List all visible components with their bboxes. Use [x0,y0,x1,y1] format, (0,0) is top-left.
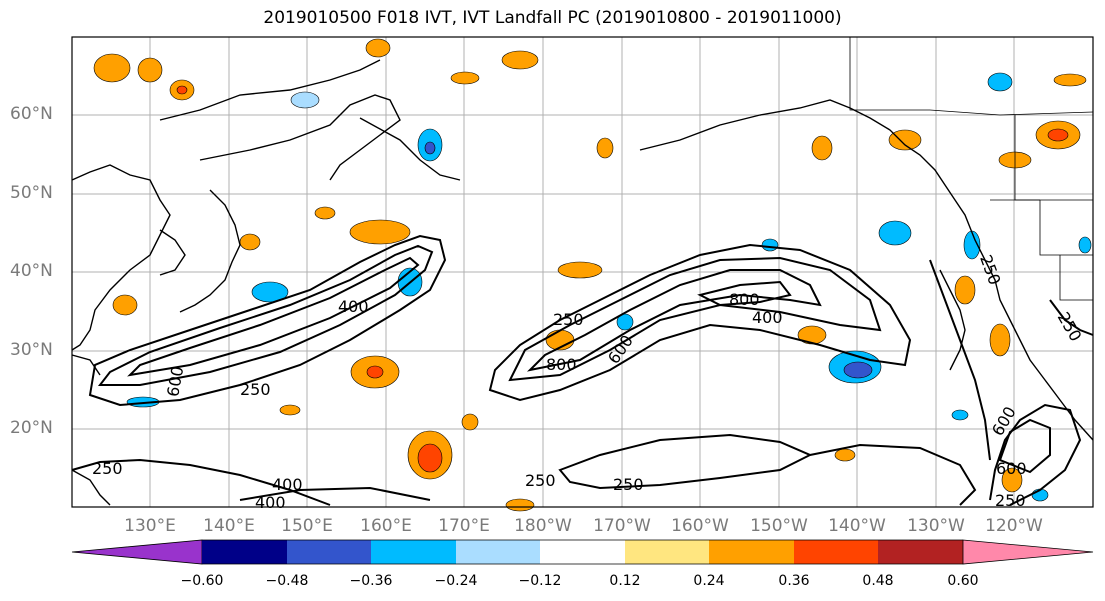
lon-label: 170°W [593,516,651,536]
colorbar-segment [202,540,287,564]
colorbar-tick: 0.48 [862,573,894,589]
colorbar [71,539,1094,565]
map-title: 2019010500 F018 IVT, IVT Landfall PC (20… [263,8,842,28]
lon-label: 140°W [828,516,886,536]
contour-label: 250 [240,380,271,399]
colorbar-tick: 0.12 [609,573,641,589]
lon-label: 170°E [438,516,490,536]
coastlines [71,59,1094,506]
map-frame [71,36,1094,508]
lat-label: 20°N [10,418,53,438]
contour-label: 400 [752,308,783,327]
colorbar-segment [287,540,371,564]
lon-label: 120°W [985,516,1043,536]
contour-label: 250 [995,491,1026,510]
colorbar-tick: 0.60 [947,573,979,589]
colorbar-segment [540,540,625,564]
lat-label: 40°N [10,261,53,281]
colorbar-tick: −0.24 [434,573,478,589]
lat-label: 60°N [10,104,53,124]
colorbar-tick: −0.36 [349,573,393,589]
colorbar-tick: −0.12 [518,573,562,589]
contour-label: 250 [92,459,123,478]
lon-label: 160°E [360,516,412,536]
colorbar-segment [794,540,878,564]
colorbar-tick: 0.36 [778,573,810,589]
colorbar-segment [456,540,540,564]
negative-pc-patches [126,72,1092,502]
contour-label: 600 [996,459,1027,478]
positive-pc-patches [93,38,1087,512]
contour-label: 250 [525,471,556,490]
lon-label: 150°E [281,516,333,536]
colorbar-segment [371,540,456,564]
colorbar-segment [709,540,794,564]
contour-label: 400 [255,493,286,512]
contour-label: 400 [338,297,369,316]
political-borders [849,37,1094,301]
lon-label: 180°W [514,516,572,536]
colorbar-tick: −0.48 [265,573,309,589]
contour-label-layer: 250 400 600 250 400 800 600 800 400 250 … [92,252,1085,512]
colorbar-segment [962,539,1094,565]
contour-label: 800 [546,355,577,374]
lon-label: 140°E [203,516,255,536]
contour-label: 800 [729,290,760,309]
colorbar-segment [71,539,203,565]
lon-label: 130°W [907,516,965,536]
lon-label: 150°W [750,516,808,536]
lat-label: 30°N [10,340,53,360]
lon-label: 130°E [124,516,176,536]
colorbar-tick: 0.24 [693,573,725,589]
contour-label: 250 [613,475,644,494]
colorbar-tick: −0.60 [180,573,224,589]
contour-label: 250 [553,310,584,329]
graticule [72,37,1093,507]
ivt-contours [71,234,1094,506]
colorbar-segment [878,540,963,564]
colorbar-segment [625,540,709,564]
lon-label: 160°W [671,516,729,536]
lat-label: 50°N [10,183,53,203]
contour-label: 400 [272,475,303,494]
